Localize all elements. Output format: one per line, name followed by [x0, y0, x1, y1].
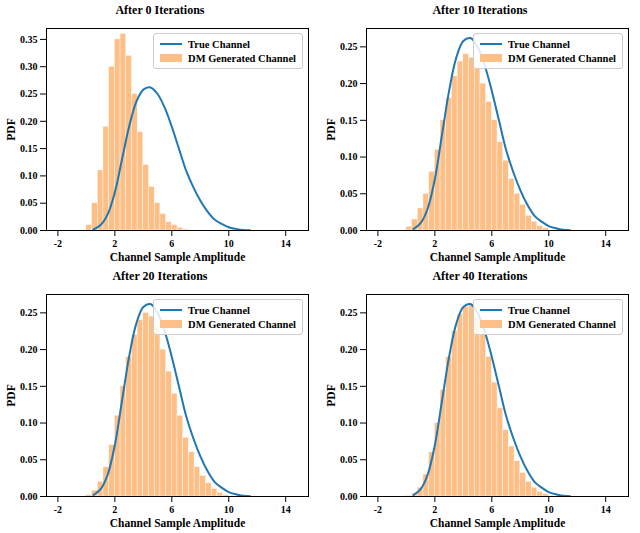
- svg-text:-2: -2: [374, 504, 382, 515]
- html-text:True Channel: True Channel: [188, 304, 250, 316]
- svg-text:2: 2: [432, 504, 437, 515]
- svg-text:6: 6: [489, 238, 494, 249]
- html-text:After 10 Iterations: After 10 Iterations: [432, 3, 528, 17]
- svg-text:2: 2: [112, 504, 117, 515]
- svg-text:0.10: 0.10: [20, 417, 38, 428]
- svg-text:6: 6: [169, 238, 174, 249]
- svg-text:0.05: 0.05: [340, 454, 358, 465]
- svg-text:0.10: 0.10: [340, 151, 358, 162]
- svg-text:PDF: PDF: [325, 384, 337, 406]
- svg-text:0.15: 0.15: [20, 143, 38, 154]
- svg-text:6: 6: [169, 504, 174, 515]
- svg-text:0.30: 0.30: [20, 61, 38, 72]
- svg-text:0.25: 0.25: [20, 307, 38, 318]
- svg-text:0.00: 0.00: [340, 491, 358, 502]
- svg-text:0.20: 0.20: [340, 78, 358, 89]
- svg-text:Channel Sample Amplitude: Channel Sample Amplitude: [110, 517, 245, 530]
- svg-text:0.20: 0.20: [20, 344, 38, 355]
- svg-text:0.25: 0.25: [340, 41, 358, 52]
- svg-text:-2: -2: [54, 504, 62, 515]
- svg-text:0.00: 0.00: [340, 225, 358, 236]
- svg-text:14: 14: [601, 504, 611, 515]
- svg-text:-2: -2: [374, 238, 382, 249]
- svg-text:0.15: 0.15: [340, 381, 358, 392]
- svg-text:0.20: 0.20: [20, 116, 38, 127]
- html-text:After 0 Iterations: After 0 Iterations: [115, 3, 205, 17]
- html-text:True Channel: True Channel: [188, 38, 250, 50]
- svg-text:2: 2: [112, 238, 117, 249]
- svg-text:0.15: 0.15: [20, 381, 38, 392]
- html-text:DM Generated Channel: DM Generated Channel: [188, 318, 296, 330]
- html-text:DM Generated Channel: DM Generated Channel: [508, 52, 616, 64]
- html-text:DM Generated Channel: DM Generated Channel: [508, 318, 616, 330]
- svg-text:0.00: 0.00: [20, 491, 38, 502]
- svg-text:-2: -2: [54, 238, 62, 249]
- html-text:DM Generated Channel: DM Generated Channel: [188, 52, 296, 64]
- svg-text:0.00: 0.00: [20, 225, 38, 236]
- svg-text:6: 6: [489, 504, 494, 515]
- svg-text:PDF: PDF: [5, 384, 17, 406]
- svg-text:0.25: 0.25: [20, 88, 38, 99]
- svg-text:14: 14: [281, 504, 291, 515]
- svg-text:10: 10: [224, 238, 234, 249]
- svg-text:10: 10: [224, 504, 234, 515]
- svg-text:14: 14: [601, 238, 611, 249]
- svg-text:14: 14: [281, 238, 291, 249]
- svg-text:0.05: 0.05: [20, 454, 38, 465]
- svg-text:0.05: 0.05: [20, 197, 38, 208]
- svg-text:0.15: 0.15: [340, 115, 358, 126]
- html-text:True Channel: True Channel: [508, 304, 570, 316]
- svg-text:10: 10: [544, 504, 554, 515]
- svg-text:Channel Sample Amplitude: Channel Sample Amplitude: [430, 517, 565, 530]
- svg-text:0.10: 0.10: [20, 170, 38, 181]
- html-text:True Channel: True Channel: [508, 38, 570, 50]
- svg-text:Channel Sample Amplitude: Channel Sample Amplitude: [110, 251, 245, 264]
- svg-text:PDF: PDF: [325, 118, 337, 140]
- svg-text:2: 2: [432, 238, 437, 249]
- svg-text:0.35: 0.35: [20, 34, 38, 45]
- svg-text:0.25: 0.25: [340, 307, 358, 318]
- html-text:After 20 Iterations: After 20 Iterations: [112, 269, 208, 283]
- svg-text:0.20: 0.20: [340, 344, 358, 355]
- svg-text:PDF: PDF: [5, 118, 17, 140]
- svg-text:Channel Sample Amplitude: Channel Sample Amplitude: [430, 251, 565, 264]
- svg-text:0.10: 0.10: [340, 417, 358, 428]
- html-text:After 40 Iterations: After 40 Iterations: [432, 269, 528, 283]
- svg-text:0.05: 0.05: [340, 188, 358, 199]
- svg-text:10: 10: [544, 238, 554, 249]
